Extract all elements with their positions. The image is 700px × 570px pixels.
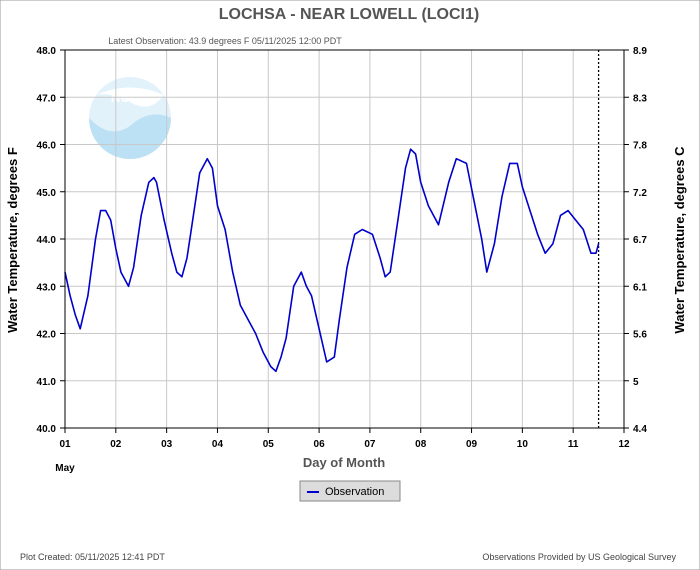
axis-ticks: 01 02 03 04 05 06 07 08 09 10 11 12 40.0 41.0 42.0 43.0… bbox=[37, 46, 648, 450]
y-tick-label: 47.0 bbox=[37, 93, 57, 104]
x-axis-title: Day of Month bbox=[303, 455, 385, 470]
y-tick-label: 44.0 bbox=[37, 235, 57, 246]
x-tick-label: 05 bbox=[263, 439, 275, 450]
series-line-observation bbox=[64, 148, 600, 373]
x-tick-label: 11 bbox=[568, 439, 579, 450]
x-tick-label: 08 bbox=[415, 439, 427, 450]
x-tick-label: 01 bbox=[59, 439, 71, 450]
y2-tick-label: 5 bbox=[633, 377, 639, 388]
noaa-logo-icon: NOAA bbox=[89, 77, 171, 159]
series-layer bbox=[64, 50, 600, 428]
y2-tick-label: 6.1 bbox=[633, 282, 647, 293]
x-tick-label: 06 bbox=[314, 439, 326, 450]
x-tick-label: 03 bbox=[161, 439, 173, 450]
legend-box bbox=[299, 480, 401, 502]
x-tick-label: 02 bbox=[110, 439, 122, 450]
y2-tick-label: 6.7 bbox=[633, 235, 647, 246]
y2-tick-label: 7.2 bbox=[633, 188, 647, 199]
x-tick-label: 04 bbox=[212, 439, 224, 450]
chart-title: LOCHSA - NEAR LOWELL (LOCI1) bbox=[219, 6, 479, 23]
legend: Observation bbox=[299, 480, 401, 502]
y2-tick-label: 4.4 bbox=[633, 424, 647, 435]
plot-created-label: Plot Created: 05/11/2025 12:41 PDT bbox=[20, 552, 165, 562]
x-tick-label: 09 bbox=[466, 439, 478, 450]
legend-label: Observation bbox=[325, 486, 384, 498]
x-tick-label: 12 bbox=[618, 439, 630, 450]
plot-grid bbox=[65, 50, 624, 428]
provider-credit: Observations Provided by US Geological S… bbox=[482, 552, 676, 562]
y-tick-label: 43.0 bbox=[37, 282, 57, 293]
y-tick-label: 42.0 bbox=[37, 330, 57, 341]
y-tick-label: 40.0 bbox=[37, 424, 57, 435]
month-label: May bbox=[55, 463, 75, 474]
y2-tick-label: 8.3 bbox=[633, 93, 647, 104]
x-tick-label: 07 bbox=[364, 439, 376, 450]
y-tick-label: 46.0 bbox=[37, 141, 57, 152]
y-axis-title: Water Temperature, degrees F bbox=[5, 147, 20, 333]
y2-axis-title: Water Temperature, degrees C bbox=[672, 146, 687, 334]
x-tick-label: 10 bbox=[517, 439, 529, 450]
y2-tick-label: 5.6 bbox=[633, 330, 647, 341]
y-tick-label: 45.0 bbox=[37, 188, 57, 199]
latest-observation-label: Latest Observation: 43.9 degrees F 05/11… bbox=[108, 36, 342, 46]
y-tick-label: 41.0 bbox=[37, 377, 57, 388]
y2-tick-label: 7.8 bbox=[633, 141, 647, 152]
y-tick-label: 48.0 bbox=[37, 46, 57, 57]
y2-tick-label: 8.9 bbox=[633, 46, 647, 57]
